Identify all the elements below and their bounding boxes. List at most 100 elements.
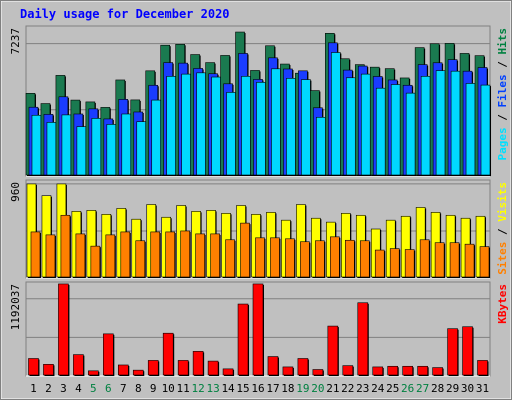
- bar-pages-day-22: [346, 77, 356, 176]
- bar-pages-day-16: [256, 82, 266, 176]
- bar-sites-day-7: [120, 231, 131, 278]
- bar-pages-day-19: [301, 79, 311, 176]
- bar-sites-day-26: [404, 249, 415, 278]
- bar-pages-day-13: [211, 76, 221, 176]
- bar-kbytes-day-19: [297, 358, 309, 376]
- bar-pages-day-28: [435, 70, 446, 176]
- bar-pages-day-14: [226, 92, 236, 176]
- bar-pages-day-7: [121, 113, 132, 176]
- bar-pages-day-8: [136, 121, 147, 176]
- x-tick-label: 14: [221, 382, 235, 395]
- panel-kbytes: 1192037 KBytes: [9, 281, 509, 377]
- bar-pages-day-30: [465, 83, 476, 176]
- bars-visits-sites: [26, 183, 491, 278]
- bar-sites-day-10: [165, 231, 175, 278]
- bar-pages-day-21: [331, 52, 341, 176]
- x-tick-label: 28: [431, 382, 444, 395]
- bars-kbytes: [28, 283, 489, 376]
- bar-kbytes-day-26: [402, 365, 413, 376]
- bar-pages-day-3: [61, 114, 72, 176]
- bar-pages-day-17: [271, 68, 281, 176]
- x-tick-label: 19: [296, 382, 309, 395]
- bar-sites-day-25: [389, 248, 400, 278]
- panel-hits-files-pages: 7237 Pages / Files / Hits: [9, 25, 509, 177]
- bar-sites-day-6: [105, 234, 116, 278]
- bar-sites-day-31: [479, 246, 490, 278]
- x-axis: 1 2 3 4 5 6 7 8 9 10 11 12 13 14 15 16 17 18 19 20 21 22 23 24 2…: [30, 382, 489, 395]
- legend-hits: Hits: [496, 28, 509, 55]
- bar-pages-day-20: [316, 116, 326, 176]
- panels-layer: 7237 Pages / Files / Hits 960 Sites / Visit…: [9, 25, 509, 377]
- bar-kbytes-day-13: [207, 360, 219, 376]
- legend-visits: Visits: [496, 182, 509, 222]
- bar-pages-day-15: [241, 76, 251, 176]
- x-tick-label: 29: [446, 382, 459, 395]
- x-tick-label: 20: [311, 382, 324, 395]
- bar-sites-day-12: [195, 233, 205, 278]
- bar-kbytes-day-4: [73, 354, 84, 376]
- bar-kbytes-day-14: [222, 368, 234, 376]
- panel-legend: Sites / Visits: [496, 182, 509, 275]
- bar-pages-day-9: [151, 99, 162, 176]
- bar-pages-day-26: [405, 92, 416, 176]
- legend-sites: Sites: [496, 242, 509, 275]
- x-tick-label: 27: [416, 382, 429, 395]
- bar-kbytes-day-10: [162, 332, 174, 376]
- bar-pages-day-11: [181, 73, 191, 176]
- bar-kbytes-day-16: [252, 283, 264, 376]
- x-tick-label: 2: [45, 382, 52, 395]
- x-tick-label: 15: [236, 382, 249, 395]
- bar-kbytes-day-11: [177, 360, 189, 376]
- x-tick-label: 22: [341, 382, 354, 395]
- x-tick-label: 3: [60, 382, 67, 395]
- bar-kbytes-day-1: [28, 358, 39, 376]
- x-tick-label: 13: [206, 382, 219, 395]
- bar-sites-day-8: [135, 240, 146, 278]
- x-tick-label: 8: [135, 382, 142, 395]
- bar-sites-day-24: [374, 249, 385, 278]
- bar-kbytes-day-18: [282, 366, 294, 376]
- panel-max-label: 960: [9, 182, 22, 202]
- bar-sites-day-20: [315, 240, 325, 278]
- panel-visits-sites: 960 Sites / Visits: [9, 179, 509, 279]
- x-tick-label: 16: [251, 382, 264, 395]
- bar-sites-day-13: [210, 233, 220, 278]
- bar-kbytes-day-9: [147, 360, 159, 376]
- panel-legend: KBytes: [496, 284, 509, 324]
- bar-sites-day-5: [90, 245, 101, 278]
- bar-pages-day-27: [420, 76, 431, 176]
- x-tick-label: 7: [120, 382, 127, 395]
- bar-pages-day-2: [46, 122, 57, 176]
- bar-pages-day-23: [360, 73, 371, 176]
- x-tick-label: 18: [281, 382, 294, 395]
- x-tick-label: 5: [90, 382, 97, 395]
- bar-pages-day-31: [480, 84, 491, 176]
- bar-sites-day-4: [75, 233, 86, 278]
- x-tick-label: 1: [30, 382, 37, 395]
- bar-kbytes-day-21: [327, 325, 339, 376]
- x-tick-label: 6: [105, 382, 112, 395]
- bar-sites-day-16: [255, 237, 265, 278]
- bar-sites-day-15: [240, 222, 250, 278]
- bar-pages-day-10: [166, 76, 176, 176]
- bar-sites-day-22: [345, 239, 355, 278]
- legend-separator: /: [496, 55, 509, 75]
- bar-pages-day-29: [450, 70, 461, 176]
- x-tick-label: 23: [356, 382, 369, 395]
- x-tick-label: 26: [401, 382, 414, 395]
- x-tick-label: 12: [192, 382, 205, 395]
- bar-kbytes-day-31: [477, 360, 488, 376]
- bar-kbytes-day-7: [117, 364, 129, 376]
- x-tick-label: 31: [476, 382, 489, 395]
- bar-pages-day-18: [286, 78, 296, 176]
- bar-kbytes-day-22: [342, 365, 354, 376]
- legend-pages: Pages: [496, 127, 509, 160]
- bar-sites-day-11: [180, 230, 190, 278]
- bar-pages-day-1: [31, 114, 42, 176]
- bar-kbytes-day-23: [357, 302, 369, 376]
- bar-kbytes-day-20: [312, 369, 324, 376]
- bar-kbytes-day-2: [43, 364, 54, 376]
- bar-pages-day-4: [76, 126, 87, 176]
- x-tick-label: 25: [386, 382, 399, 395]
- bar-pages-day-12: [196, 72, 206, 176]
